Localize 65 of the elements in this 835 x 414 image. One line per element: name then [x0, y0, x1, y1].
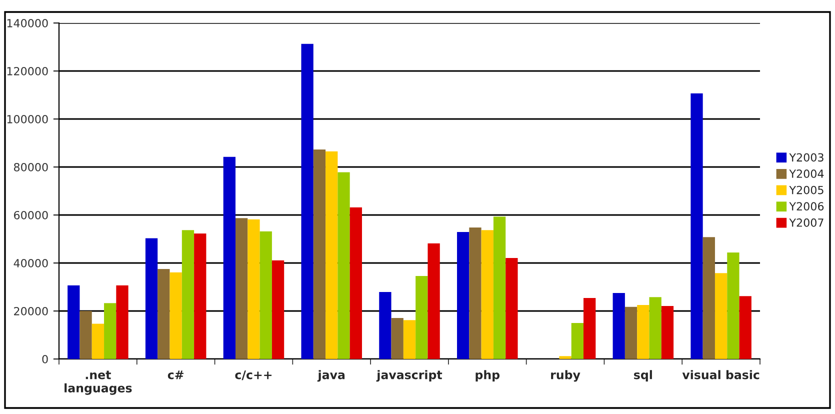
bar	[559, 356, 572, 359]
bar	[649, 297, 662, 359]
bar	[313, 149, 326, 359]
bar	[612, 293, 625, 359]
bar	[170, 272, 182, 359]
y-tick-label: 40000	[14, 258, 48, 268]
bar	[92, 324, 104, 359]
bar	[727, 252, 740, 359]
y-tick-label: 100000	[7, 114, 48, 124]
bar	[379, 292, 392, 359]
bar	[469, 227, 482, 359]
x-tick-label: sql	[634, 370, 652, 382]
bar	[68, 285, 80, 359]
bar	[624, 306, 638, 359]
bar	[428, 243, 440, 359]
bar	[338, 172, 350, 359]
legend-label: Y2007	[789, 218, 824, 227]
bar	[223, 156, 236, 359]
bar	[493, 216, 506, 359]
bar	[301, 44, 314, 359]
bar	[350, 207, 362, 359]
y-tick-label: 60000	[14, 210, 48, 220]
bar	[272, 260, 284, 359]
bar	[702, 237, 715, 359]
x-tick-label: c/c++	[235, 370, 272, 380]
bar	[690, 93, 703, 359]
x-tick-label: java	[317, 370, 345, 382]
bar	[457, 232, 470, 359]
x-tick-label: javascript	[376, 370, 442, 382]
bar	[416, 276, 428, 359]
x-tick-label: php	[476, 370, 500, 382]
y-tick-label: 80000	[14, 162, 48, 172]
x-tick-label: visual basic	[682, 370, 760, 380]
bar	[506, 258, 518, 359]
bar	[116, 285, 128, 359]
bar	[104, 303, 116, 359]
legend-label: Y2006	[789, 202, 824, 211]
bar	[661, 306, 674, 359]
y-tick-label: 140000	[7, 18, 48, 28]
bar	[739, 296, 752, 359]
bar	[80, 311, 92, 359]
y-tick-label: 0	[42, 354, 48, 364]
bar	[194, 233, 206, 359]
x-tick-label: .net languages	[64, 370, 132, 395]
x-tick-label: c#	[168, 370, 184, 380]
bar	[260, 231, 272, 359]
legend-label: Y2004	[789, 170, 824, 178]
bar	[182, 230, 194, 359]
bar	[714, 273, 728, 359]
bar	[584, 298, 596, 359]
bar	[158, 269, 170, 359]
bar	[391, 318, 404, 359]
bar	[326, 151, 338, 359]
x-tick-label: ruby	[551, 370, 580, 382]
y-tick-label: 20000	[14, 306, 48, 316]
legend-label: Y2003	[789, 153, 824, 162]
bar	[403, 320, 416, 359]
bar	[571, 323, 584, 359]
bar	[248, 219, 260, 359]
bar	[637, 305, 650, 359]
bar	[481, 230, 494, 359]
bar	[235, 218, 248, 359]
bar	[145, 238, 158, 359]
legend-label: Y2005	[789, 186, 824, 194]
y-tick-label: 120000	[7, 66, 48, 76]
